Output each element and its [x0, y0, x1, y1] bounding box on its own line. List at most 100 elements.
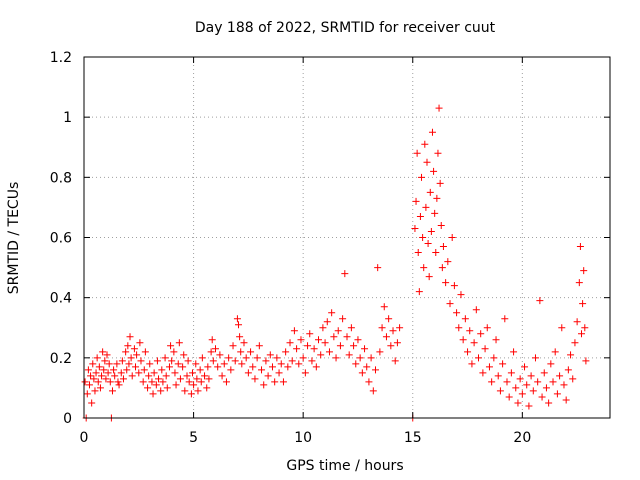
data-point	[385, 315, 393, 323]
data-point	[198, 354, 206, 362]
data-point	[562, 396, 570, 404]
data-point	[376, 348, 384, 356]
data-point	[567, 351, 575, 359]
data-point	[88, 399, 96, 407]
data-point	[170, 348, 178, 356]
data-point	[207, 348, 215, 356]
data-point	[439, 243, 447, 251]
data-point	[525, 402, 533, 410]
data-point	[94, 378, 102, 386]
data-point	[481, 345, 489, 353]
data-point	[521, 363, 529, 371]
data-point	[356, 354, 364, 362]
x-tick-label: 0	[80, 430, 89, 446]
y-tick-label: 0	[63, 411, 72, 427]
tick-labels: 0 5 10 15 20 0 0.2 0.4 0.6 0.8 1 1.2	[50, 50, 532, 446]
data-points	[81, 104, 590, 422]
data-point	[235, 321, 243, 329]
data-point	[150, 369, 158, 377]
data-point	[510, 348, 518, 356]
data-point	[255, 342, 263, 350]
x-tick-label: 5	[189, 430, 198, 446]
data-point	[106, 378, 114, 386]
data-point	[304, 342, 312, 350]
data-point	[260, 381, 268, 389]
y-tick-label: 0.8	[50, 170, 72, 186]
data-point	[184, 357, 192, 365]
data-point	[148, 378, 156, 386]
data-point	[542, 384, 550, 392]
data-point	[501, 315, 509, 323]
data-point	[128, 372, 136, 380]
data-point	[494, 372, 502, 380]
data-point	[430, 167, 438, 175]
data-point	[396, 324, 404, 332]
data-point	[415, 288, 423, 296]
data-point	[448, 234, 456, 241]
data-point	[163, 384, 171, 392]
data-point	[560, 381, 568, 389]
data-point	[531, 354, 539, 362]
data-point	[92, 369, 100, 377]
data-point	[551, 348, 559, 356]
data-point	[492, 336, 500, 344]
data-point	[216, 351, 224, 359]
data-point	[101, 357, 109, 365]
data-point	[196, 366, 204, 374]
data-point	[553, 390, 561, 398]
plot-frame	[83, 56, 611, 419]
data-point	[100, 366, 108, 374]
data-point	[444, 258, 452, 266]
data-point	[145, 372, 153, 380]
data-point	[580, 267, 588, 275]
data-point	[413, 149, 421, 157]
data-point	[427, 227, 435, 235]
data-point	[436, 179, 444, 187]
data-point	[321, 339, 329, 347]
data-point	[114, 378, 122, 386]
data-point	[380, 303, 388, 311]
data-point	[432, 249, 440, 257]
data-point	[527, 372, 535, 380]
data-point	[579, 300, 587, 308]
data-point	[87, 372, 95, 380]
data-point	[505, 393, 513, 401]
data-point	[352, 360, 360, 368]
data-point	[175, 339, 183, 347]
data-point	[459, 336, 467, 344]
data-point	[172, 381, 180, 389]
data-point	[262, 357, 270, 365]
data-point	[110, 366, 118, 374]
data-point	[339, 315, 347, 323]
data-point	[115, 381, 123, 389]
data-point	[103, 351, 111, 359]
data-point	[133, 351, 141, 359]
data-point	[104, 369, 112, 377]
grid	[84, 57, 610, 418]
data-point	[139, 378, 147, 386]
data-point	[328, 309, 336, 317]
data-point	[264, 372, 272, 380]
data-point	[293, 345, 301, 353]
data-point	[171, 369, 179, 377]
data-point	[140, 366, 148, 374]
data-point	[382, 333, 390, 341]
data-point	[273, 354, 281, 362]
data-point	[414, 249, 422, 257]
data-point	[90, 375, 98, 383]
data-point	[582, 357, 590, 365]
data-point	[350, 342, 358, 350]
data-point	[312, 363, 320, 371]
data-point	[549, 378, 557, 386]
data-point	[393, 339, 401, 347]
data-point	[470, 339, 478, 347]
data-point	[564, 366, 572, 374]
data-point	[336, 342, 344, 350]
data-point	[354, 336, 362, 344]
data-point	[229, 342, 237, 350]
data-point	[475, 354, 482, 362]
data-point	[185, 378, 193, 386]
data-point	[102, 375, 110, 383]
data-point	[295, 360, 303, 368]
data-point	[275, 369, 283, 377]
